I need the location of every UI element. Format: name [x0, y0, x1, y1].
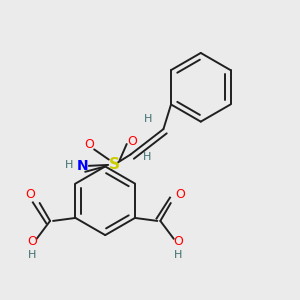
- Text: N: N: [77, 159, 88, 173]
- Text: O: O: [173, 235, 183, 248]
- Text: H: H: [174, 250, 182, 260]
- Text: O: O: [27, 235, 37, 248]
- Text: O: O: [175, 188, 185, 200]
- Text: H: H: [143, 152, 151, 163]
- Text: H: H: [28, 250, 36, 260]
- Text: H: H: [144, 114, 153, 124]
- Text: H: H: [65, 160, 74, 170]
- Text: S: S: [109, 158, 120, 172]
- Text: O: O: [26, 188, 36, 200]
- Text: O: O: [127, 134, 137, 148]
- Text: O: O: [84, 137, 94, 151]
